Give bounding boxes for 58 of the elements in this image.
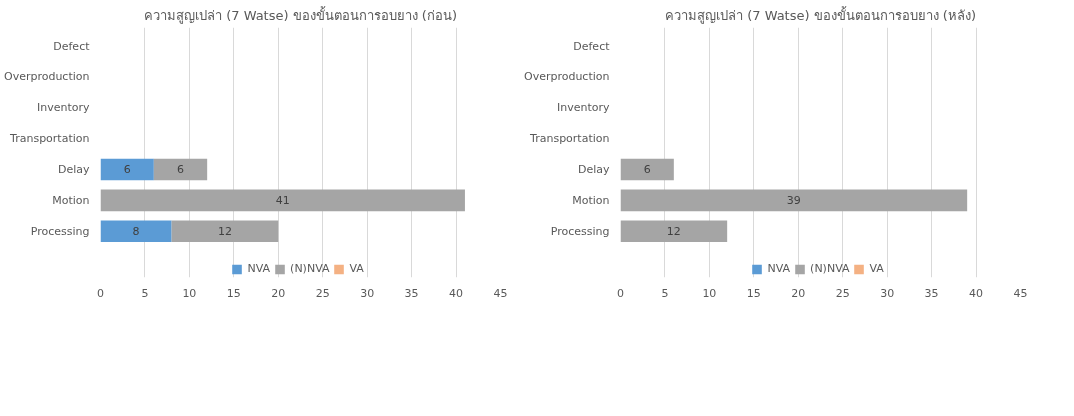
y-tick-label: Delay (577, 162, 610, 176)
bar (100, 220, 172, 243)
data-label: 12 (217, 225, 232, 239)
legend-label: NVA (247, 262, 271, 275)
x-tick-label: 40 (449, 286, 464, 300)
y-tick-label: Motion (52, 193, 90, 207)
x-tick-label: 15 (226, 286, 241, 300)
data-label: 6 (177, 163, 184, 177)
bar (620, 220, 728, 243)
y-tick-label: Inventory (556, 101, 610, 115)
y-tick-label: Inventory (36, 101, 90, 115)
data-label: 39 (786, 194, 801, 208)
legend-label: VA (349, 262, 365, 275)
bar (620, 189, 968, 212)
y-tick-label: Overproduction (3, 70, 90, 84)
y-tick-label: Transportation (9, 132, 90, 146)
data-label: 12 (666, 225, 681, 239)
x-tick-label: 25 (315, 286, 330, 300)
y-tick-label: Transportation (529, 132, 610, 146)
legend-label: (N)NVA (810, 262, 850, 275)
bar (153, 158, 208, 181)
x-tick-label: 25 (835, 286, 850, 300)
bar (620, 158, 674, 181)
data-label: 8 (132, 225, 140, 239)
legend-label: (N)NVA (290, 262, 330, 275)
x-tick-label: 0 (617, 286, 624, 300)
chart-title: ความสูญเปล่า (7 Watse) ของขั้นตอนการอบยาง (หลัง) (665, 5, 976, 24)
x-tick-label: 15 (746, 286, 761, 300)
y-tick-label: Processing (30, 224, 90, 238)
x-tick-label: 0 (97, 286, 104, 300)
y-tick-label: Defect (573, 39, 611, 53)
data-label: 6 (643, 163, 651, 177)
legend-label: NVA (767, 262, 791, 275)
bar (100, 189, 465, 212)
x-tick-label: 30 (360, 286, 375, 300)
x-tick-label: 20 (791, 286, 806, 300)
x-tick-label: 5 (661, 286, 669, 300)
x-tick-label: 45 (493, 286, 508, 300)
x-tick-label: 35 (404, 286, 419, 300)
x-tick-label: 35 (924, 286, 939, 300)
legend-label: VA (869, 262, 885, 275)
x-tick-label: 20 (271, 286, 286, 300)
data-label: 41 (275, 194, 290, 208)
x-tick-label: 5 (141, 286, 149, 300)
y-tick-label: Processing (550, 224, 610, 238)
chart-title: ความสูญเปล่า (7 Watse) ของขั้นตอนการอบยาง (ก่อน) (144, 5, 457, 24)
x-tick-label: 45 (1013, 286, 1028, 300)
y-tick-label: Overproduction (523, 70, 610, 84)
y-tick-label: Motion (572, 193, 610, 207)
y-tick-label: Defect (53, 39, 91, 53)
bar (171, 220, 279, 243)
x-tick-label: 10 (702, 286, 717, 300)
x-tick-label: 30 (880, 286, 895, 300)
bar (100, 158, 154, 181)
y-tick-label: Delay (57, 162, 90, 176)
x-tick-label: 40 (969, 286, 984, 300)
data-label: 6 (123, 163, 131, 177)
x-tick-label: 10 (182, 286, 197, 300)
